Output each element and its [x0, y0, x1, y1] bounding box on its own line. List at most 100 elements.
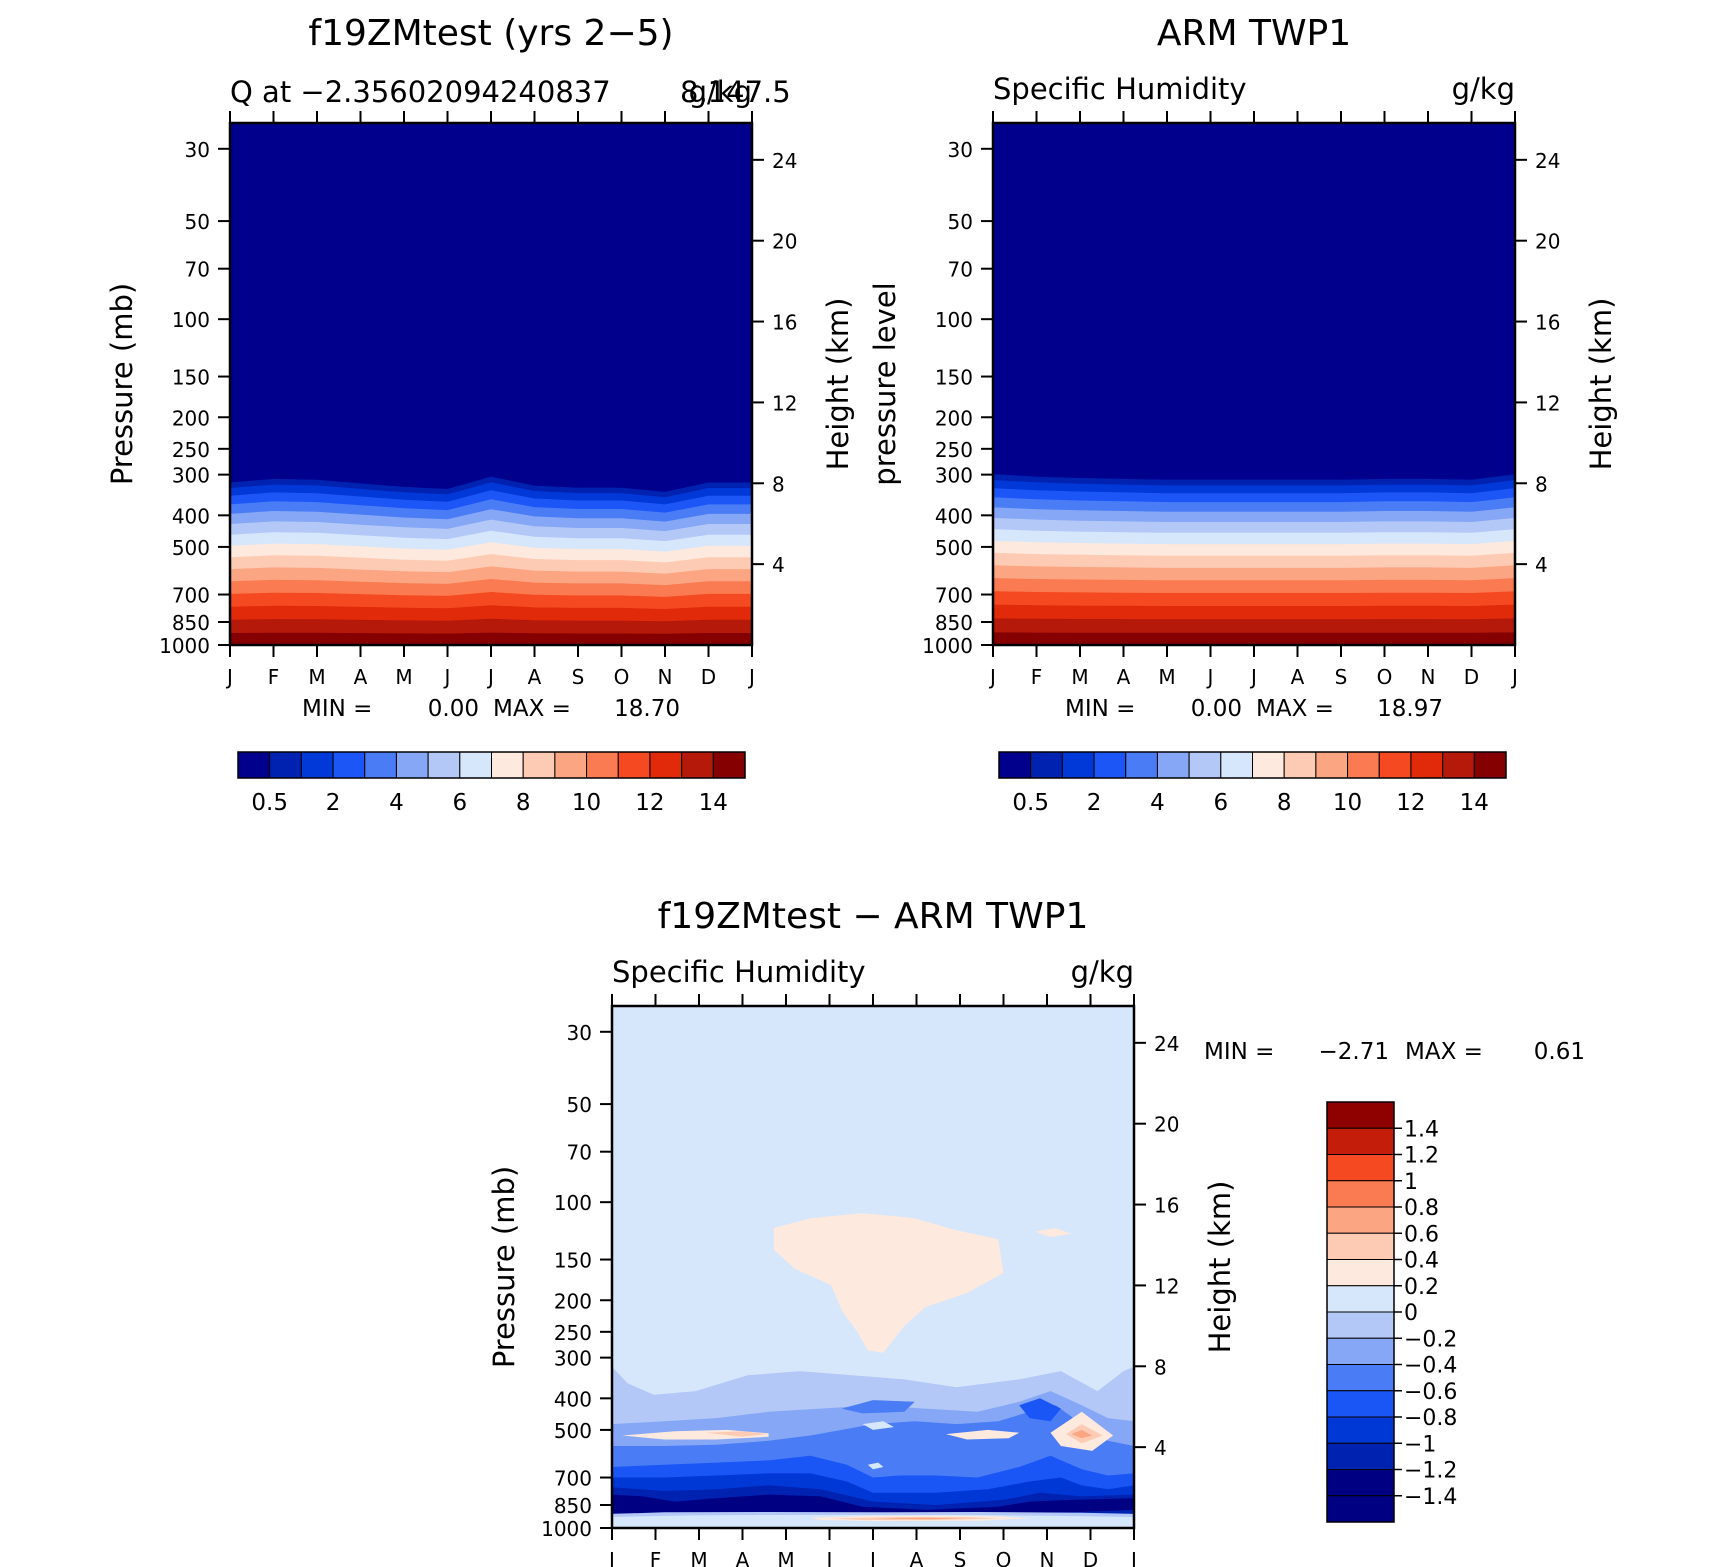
y-tick-label: 70: [948, 258, 973, 282]
panel2-subtitle-left: Specific Humidity: [993, 72, 1247, 106]
contour-band: [993, 565, 1515, 582]
colorbar-label: −1.2: [1404, 1459, 1457, 1484]
y-tick-label: 500: [935, 536, 973, 560]
panel2-subtitle-right: g/kg: [1452, 72, 1515, 106]
y-tick-label: 200: [554, 1289, 592, 1313]
x-tick-label: J: [225, 665, 233, 689]
x-tick-label: O: [614, 665, 630, 689]
colorbar-swatch: [681, 751, 714, 779]
colorbar-label: 6: [1213, 790, 1228, 816]
positive-anomaly-region: [873, 1517, 967, 1520]
x-tick-label: S: [1335, 665, 1348, 689]
colorbar-swatch: [1326, 1390, 1395, 1418]
colorbar-swatch: [617, 751, 651, 779]
negative-anomaly-region: [1019, 1398, 1061, 1422]
y-tick-label: 150: [935, 366, 973, 390]
colorbar-swatch: [1125, 751, 1158, 779]
y-tick-label: 700: [554, 1467, 592, 1491]
x-tick-label: J: [1206, 665, 1214, 689]
colorbar-swatch: [712, 751, 746, 779]
y-tick-label: 500: [554, 1419, 592, 1443]
colorbar-swatch: [554, 751, 588, 779]
panel1-stats: MIN = 0.00 MAX = 18.70: [302, 696, 680, 722]
height-tick-label: 12: [1154, 1274, 1179, 1298]
panel2-title: ARM TWP1: [1157, 13, 1351, 54]
panel-difference-humidity: f19ZMtest − ARM TWP1 Specific Humidity g…: [487, 896, 1585, 1567]
colorbar-label: 0: [1404, 1301, 1418, 1326]
y-tick-label: 50: [948, 210, 973, 234]
near-zero-region: [862, 1421, 894, 1430]
colorbar-swatch: [1326, 1495, 1395, 1523]
panel1-colorbar: 0.5 2 4 6 8 10 12 14: [237, 751, 746, 816]
height-tick-label: 24: [772, 149, 797, 173]
x-tick-label: A: [910, 1548, 924, 1567]
height-tick-label: 24: [1535, 149, 1560, 173]
y-tick-label: 250: [554, 1321, 592, 1345]
panel2-max-value: 18.97: [1377, 696, 1443, 722]
colorbar-swatch: [1061, 751, 1095, 779]
panel1-ylabel: Pressure (mb): [105, 283, 139, 485]
height-tick-label: 20: [1154, 1113, 1179, 1137]
colorbar-swatch: [1326, 1259, 1395, 1287]
x-tick-label: J: [1249, 665, 1257, 689]
contour-band: [993, 578, 1515, 594]
y-tick-label: 850: [172, 611, 210, 635]
colorbar-swatch: [1326, 1442, 1395, 1470]
y-tick-label: 300: [554, 1347, 592, 1371]
panel1-min-label: MIN =: [302, 696, 372, 722]
height-tick-label: 16: [772, 311, 797, 335]
panel1-max-value: 18.70: [614, 696, 680, 722]
x-tick-label: A: [354, 665, 368, 689]
colorbar-label: 14: [699, 790, 728, 816]
colorbar-label: −1: [1404, 1432, 1436, 1457]
x-tick-label: N: [658, 665, 673, 689]
y-tick-label: 70: [567, 1141, 592, 1165]
y-tick-label: 300: [172, 464, 210, 488]
colorbar-swatch: [332, 751, 366, 779]
panel2-max-label: MAX =: [1256, 696, 1334, 722]
panel1-min-value: 0.00: [428, 696, 479, 722]
colorbar-label: 0.2: [1404, 1275, 1439, 1300]
panel1-max-label: MAX =: [493, 696, 571, 722]
panel3-min-label: MIN =: [1204, 1039, 1274, 1065]
colorbar-label: 2: [326, 790, 341, 816]
colorbar-label: −0.4: [1404, 1354, 1457, 1379]
positive-anomaly-region: [706, 1431, 769, 1437]
colorbar-swatch: [1326, 1364, 1395, 1392]
colorbar-swatch: [1442, 751, 1475, 779]
colorbar-swatch: [1030, 751, 1063, 779]
colorbar-label: −0.6: [1404, 1380, 1457, 1405]
x-tick-label: M: [777, 1548, 794, 1567]
x-tick-label: J: [443, 665, 451, 689]
y-tick-label: 150: [172, 366, 210, 390]
x-tick-label: N: [1421, 665, 1436, 689]
panel3-y2label: Height (km): [1203, 1181, 1237, 1354]
y-tick-label: 1000: [541, 1517, 592, 1541]
x-tick-label: A: [1117, 665, 1131, 689]
positive-anomaly-region: [946, 1429, 1020, 1440]
y-tick-label: 1000: [922, 634, 973, 658]
contour-band: [993, 604, 1515, 621]
colorbar-swatch: [1410, 751, 1444, 779]
colorbar-label: 4: [389, 790, 404, 816]
x-tick-label: M: [308, 665, 325, 689]
colorbar-label: 4: [1150, 790, 1165, 816]
colorbar-swatch: [1347, 751, 1380, 779]
x-tick-label: M: [690, 1548, 707, 1567]
colorbar-label: 10: [1333, 790, 1362, 816]
height-tick-label: 12: [1535, 391, 1560, 415]
panel1-y2label: Height (km): [821, 298, 855, 471]
colorbar-label: −0.2: [1404, 1327, 1457, 1352]
colorbar-label: 12: [635, 790, 664, 816]
y-tick-label: 1000: [159, 634, 210, 658]
colorbar-label: 1.4: [1404, 1117, 1439, 1142]
positive-anomaly-region: [1034, 1228, 1072, 1238]
height-tick-label: 12: [772, 391, 797, 415]
height-tick-label: 4: [1154, 1436, 1167, 1460]
y-tick-label: 700: [935, 584, 973, 608]
colorbar-swatch: [1326, 1154, 1395, 1182]
colorbar-label: −0.8: [1404, 1406, 1457, 1431]
colorbar-swatch: [649, 751, 683, 779]
